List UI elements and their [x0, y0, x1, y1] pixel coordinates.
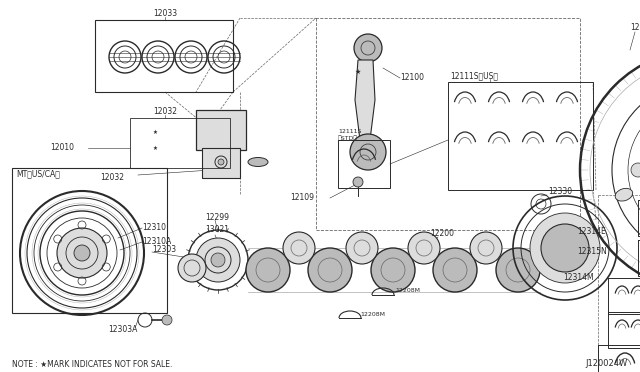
Circle shape	[178, 254, 206, 282]
Text: 12310A: 12310A	[142, 237, 172, 247]
Text: 12330: 12330	[548, 187, 572, 196]
Bar	[338, 140, 390, 188]
Bar	[95, 20, 233, 92]
Circle shape	[530, 213, 600, 283]
Circle shape	[346, 232, 378, 264]
Circle shape	[215, 156, 227, 168]
Text: J120024W: J120024W	[586, 359, 628, 369]
Bar	[130, 118, 230, 168]
Circle shape	[354, 34, 382, 62]
Text: 12032: 12032	[153, 108, 177, 116]
Text: 12314M: 12314M	[563, 273, 594, 282]
Text: 12208M: 12208M	[360, 312, 385, 317]
Bar	[638, 240, 640, 276]
Polygon shape	[355, 60, 375, 140]
Text: 12208M: 12208M	[395, 288, 420, 292]
Text: 12100: 12100	[400, 74, 424, 83]
Text: 12303: 12303	[152, 246, 176, 254]
Text: 12033: 12033	[153, 10, 177, 19]
Text: ★: ★	[152, 145, 157, 151]
Bar	[202, 148, 240, 178]
Text: 13021: 13021	[205, 225, 229, 234]
Circle shape	[308, 248, 352, 292]
Circle shape	[196, 238, 240, 282]
Text: 12010: 12010	[50, 144, 74, 153]
Ellipse shape	[248, 157, 268, 167]
Bar	[448, 82, 593, 190]
Circle shape	[541, 224, 589, 272]
Circle shape	[162, 315, 172, 325]
Bar	[12, 168, 167, 313]
Bar	[608, 278, 640, 314]
Text: ★: ★	[152, 129, 157, 135]
Circle shape	[218, 159, 224, 165]
Circle shape	[350, 134, 386, 170]
Bar	[638, 200, 640, 236]
Text: 12032: 12032	[100, 173, 124, 183]
Circle shape	[371, 248, 415, 292]
Circle shape	[470, 232, 502, 264]
Circle shape	[408, 232, 440, 264]
Circle shape	[283, 232, 315, 264]
Text: 12303A: 12303A	[108, 326, 138, 334]
Text: MT〈US/CA〉: MT〈US/CA〉	[16, 170, 60, 179]
Bar	[608, 312, 640, 348]
Text: ★: ★	[355, 69, 361, 75]
Circle shape	[353, 177, 363, 187]
Text: 12111S
〈STD〉: 12111S 〈STD〉	[338, 129, 362, 141]
Text: 12200: 12200	[430, 228, 454, 237]
Circle shape	[246, 248, 290, 292]
Circle shape	[57, 228, 107, 278]
Text: 12109: 12109	[290, 193, 314, 202]
Circle shape	[211, 253, 225, 267]
Text: 12333: 12333	[630, 23, 640, 32]
Text: 12299: 12299	[205, 214, 229, 222]
Text: 12315N: 12315N	[577, 247, 607, 257]
Text: NOTE : ★MARK INDICATES NOT FOR SALE.: NOTE : ★MARK INDICATES NOT FOR SALE.	[12, 359, 172, 369]
Text: 12310: 12310	[142, 224, 166, 232]
Text: 12111S〈US〉: 12111S〈US〉	[450, 71, 498, 80]
Bar	[196, 110, 246, 150]
Circle shape	[496, 248, 540, 292]
Text: 12314E: 12314E	[577, 228, 605, 237]
Circle shape	[433, 248, 477, 292]
Bar	[598, 345, 640, 372]
Circle shape	[631, 163, 640, 177]
Circle shape	[74, 245, 90, 261]
Ellipse shape	[615, 188, 633, 201]
